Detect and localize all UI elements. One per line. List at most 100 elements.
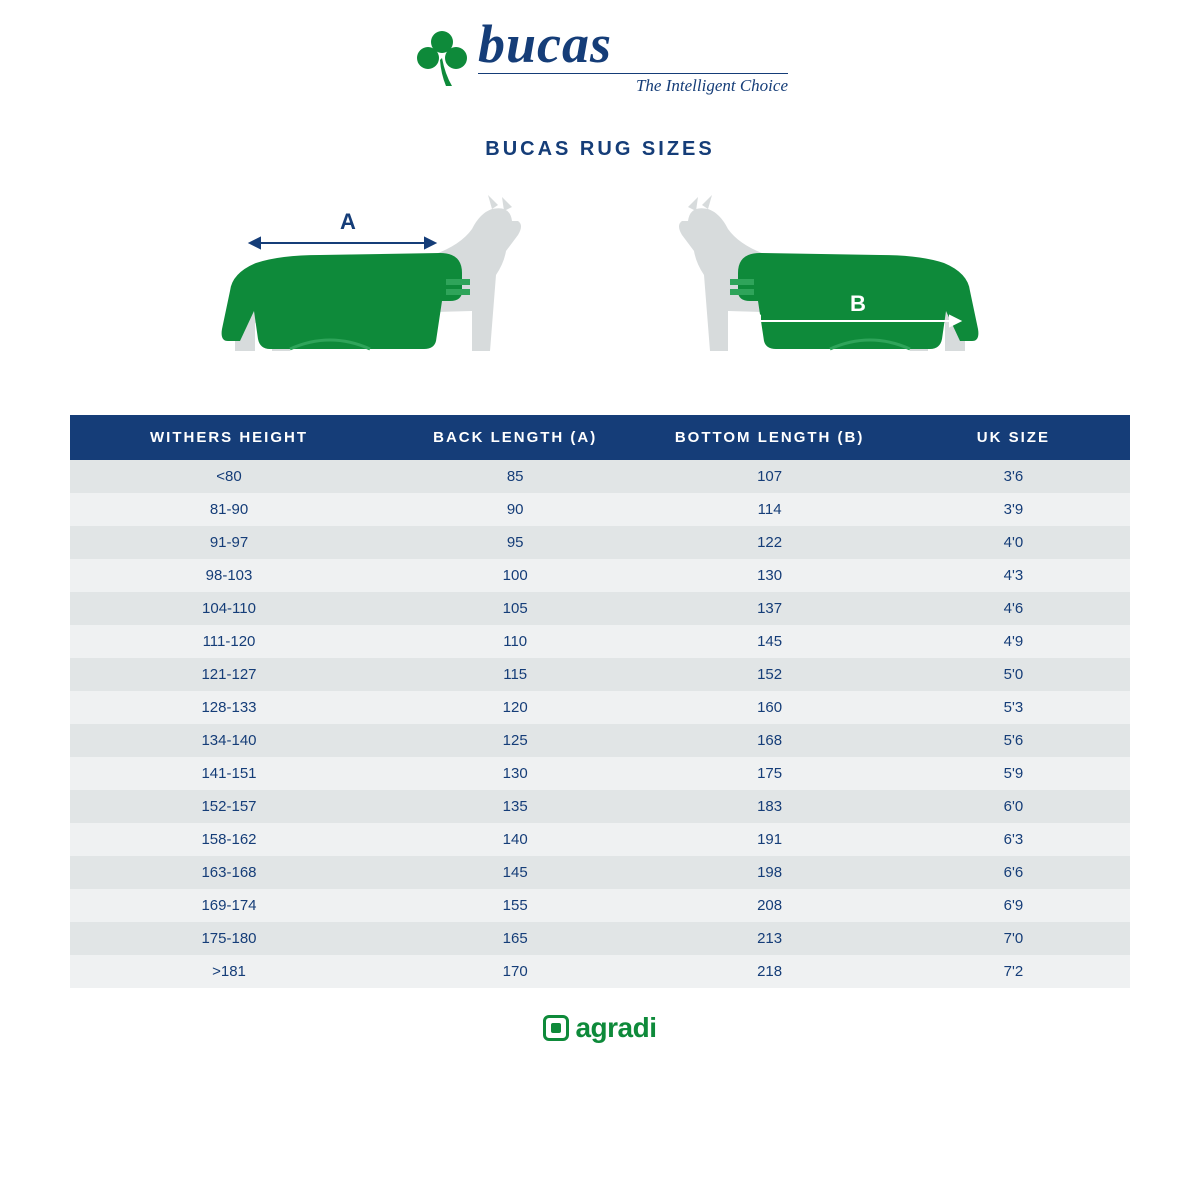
table-row: 163-1681451986'6 (70, 856, 1130, 889)
table-cell: 165 (388, 922, 642, 955)
table-cell: 5'6 (897, 724, 1130, 757)
table-cell: 135 (388, 790, 642, 823)
table-cell: 183 (642, 790, 896, 823)
table-cell: 104-110 (70, 592, 388, 625)
table-cell: 4'9 (897, 625, 1130, 658)
table-cell: >181 (70, 955, 388, 988)
table-cell: 152 (642, 658, 896, 691)
diagram-label-b: B (850, 291, 866, 316)
table-cell: 3'6 (897, 460, 1130, 493)
table-cell: 100 (388, 559, 642, 592)
brand-divider (478, 73, 788, 74)
table-cell: 5'3 (897, 691, 1130, 724)
table-cell: 6'9 (897, 889, 1130, 922)
table-cell: 145 (388, 856, 642, 889)
table-cell: 170 (388, 955, 642, 988)
table-cell: 7'0 (897, 922, 1130, 955)
table-cell: 85 (388, 460, 642, 493)
table-header-row: WITHERS HEIGHT BACK LENGTH (A) BOTTOM LE… (70, 415, 1130, 460)
table-cell: 208 (642, 889, 896, 922)
table-cell: 168 (642, 724, 896, 757)
table-cell: 98-103 (70, 559, 388, 592)
table-cell: 145 (642, 625, 896, 658)
shamrock-icon (412, 28, 472, 88)
table-row: 104-1101051374'6 (70, 592, 1130, 625)
table-cell: 3'9 (897, 493, 1130, 526)
table-cell: 4'6 (897, 592, 1130, 625)
table-row: 141-1511301755'9 (70, 757, 1130, 790)
table-cell: 134-140 (70, 724, 388, 757)
table-row: 175-1801652137'0 (70, 922, 1130, 955)
table-cell: 105 (388, 592, 642, 625)
table-cell: 137 (642, 592, 896, 625)
table-cell: 140 (388, 823, 642, 856)
table-row: >1811702187'2 (70, 955, 1130, 988)
horse-diagram-a: A (210, 191, 540, 391)
table-row: 128-1331201605'3 (70, 691, 1130, 724)
col-bottom-length: BOTTOM LENGTH (B) (642, 415, 896, 460)
table-cell: 91-97 (70, 526, 388, 559)
table-cell: 120 (388, 691, 642, 724)
table-row: 121-1271151525'0 (70, 658, 1130, 691)
col-withers-height: WITHERS HEIGHT (70, 415, 388, 460)
table-row: <80851073'6 (70, 460, 1130, 493)
table-cell: 5'0 (897, 658, 1130, 691)
table-row: 81-90901143'9 (70, 493, 1130, 526)
table-cell: 130 (642, 559, 896, 592)
diagram-label-a: A (340, 209, 356, 234)
table-cell: 107 (642, 460, 896, 493)
table-cell: 5'9 (897, 757, 1130, 790)
brand-logo: bucas The Intelligent Choice (412, 20, 788, 96)
table-cell: 7'2 (897, 955, 1130, 988)
page-title: BUCAS RUG SIZES (485, 138, 714, 161)
table-cell: 115 (388, 658, 642, 691)
table-cell: 114 (642, 493, 896, 526)
table-row: 152-1571351836'0 (70, 790, 1130, 823)
table-cell: 155 (388, 889, 642, 922)
table-cell: 6'6 (897, 856, 1130, 889)
table-cell: 152-157 (70, 790, 388, 823)
table-cell: 90 (388, 493, 642, 526)
table-cell: 6'3 (897, 823, 1130, 856)
table-row: 134-1401251685'6 (70, 724, 1130, 757)
table-cell: 130 (388, 757, 642, 790)
table-cell: 111-120 (70, 625, 388, 658)
table-cell: 128-133 (70, 691, 388, 724)
table-row: 169-1741552086'9 (70, 889, 1130, 922)
table-row: 158-1621401916'3 (70, 823, 1130, 856)
table-cell: 6'0 (897, 790, 1130, 823)
table-cell: 4'3 (897, 559, 1130, 592)
table-row: 98-1031001304'3 (70, 559, 1130, 592)
col-back-length: BACK LENGTH (A) (388, 415, 642, 460)
table-cell: 121-127 (70, 658, 388, 691)
brand-name: bucas (478, 20, 788, 69)
table-cell: 160 (642, 691, 896, 724)
table-cell: 218 (642, 955, 896, 988)
footer-logo: agradi (543, 1012, 656, 1044)
brand-tagline: The Intelligent Choice (478, 76, 788, 96)
agradi-icon (543, 1015, 569, 1041)
table-row: 111-1201101454'9 (70, 625, 1130, 658)
table-cell: <80 (70, 460, 388, 493)
size-table-body: <80851073'681-90901143'991-97951224'098-… (70, 460, 1130, 988)
horse-diagram-b: B (660, 191, 990, 391)
table-cell: 175 (642, 757, 896, 790)
size-table: WITHERS HEIGHT BACK LENGTH (A) BOTTOM LE… (70, 415, 1130, 988)
table-cell: 81-90 (70, 493, 388, 526)
table-cell: 158-162 (70, 823, 388, 856)
table-cell: 175-180 (70, 922, 388, 955)
table-cell: 169-174 (70, 889, 388, 922)
table-cell: 95 (388, 526, 642, 559)
table-cell: 122 (642, 526, 896, 559)
table-cell: 163-168 (70, 856, 388, 889)
col-uk-size: UK SIZE (897, 415, 1130, 460)
table-cell: 198 (642, 856, 896, 889)
table-row: 91-97951224'0 (70, 526, 1130, 559)
table-cell: 191 (642, 823, 896, 856)
table-cell: 141-151 (70, 757, 388, 790)
table-cell: 213 (642, 922, 896, 955)
size-diagram: A B (210, 191, 990, 391)
table-cell: 125 (388, 724, 642, 757)
footer-brand: agradi (575, 1012, 656, 1044)
table-cell: 110 (388, 625, 642, 658)
